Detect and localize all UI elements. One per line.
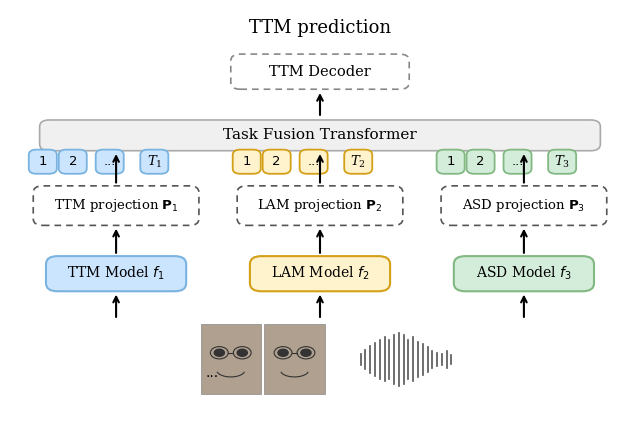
FancyBboxPatch shape (40, 120, 600, 151)
Text: LAM Model $\mathit{f}_2$: LAM Model $\mathit{f}_2$ (271, 265, 369, 282)
FancyBboxPatch shape (59, 150, 87, 174)
Text: LAM projection $\mathbf{P}_2$: LAM projection $\mathbf{P}_2$ (257, 197, 383, 214)
FancyBboxPatch shape (237, 186, 403, 225)
Text: Task Fusion Transformer: Task Fusion Transformer (223, 128, 417, 142)
Text: TTM Model $\mathit{f}_1$: TTM Model $\mathit{f}_1$ (67, 265, 165, 282)
Circle shape (301, 349, 311, 356)
Text: $T_2$: $T_2$ (350, 154, 366, 170)
FancyBboxPatch shape (46, 256, 186, 291)
FancyBboxPatch shape (548, 150, 576, 174)
FancyBboxPatch shape (233, 150, 260, 174)
Text: TTM projection $\mathbf{P}_1$: TTM projection $\mathbf{P}_1$ (54, 197, 179, 214)
Text: ASD Model $\mathit{f}_3$: ASD Model $\mathit{f}_3$ (476, 265, 572, 282)
FancyBboxPatch shape (504, 150, 532, 174)
Text: 2: 2 (273, 155, 281, 168)
FancyBboxPatch shape (436, 150, 465, 174)
Text: 1: 1 (38, 155, 47, 168)
Text: TTM prediction: TTM prediction (249, 19, 391, 37)
Text: 2: 2 (476, 155, 485, 168)
FancyBboxPatch shape (231, 54, 409, 89)
FancyBboxPatch shape (250, 256, 390, 291)
FancyBboxPatch shape (140, 150, 168, 174)
FancyBboxPatch shape (300, 150, 328, 174)
Text: 1: 1 (446, 155, 455, 168)
FancyBboxPatch shape (33, 186, 199, 225)
Text: $T_3$: $T_3$ (554, 154, 570, 170)
FancyBboxPatch shape (29, 150, 57, 174)
Circle shape (278, 349, 288, 356)
Circle shape (237, 349, 247, 356)
Text: ...: ... (104, 155, 116, 168)
FancyBboxPatch shape (344, 150, 372, 174)
FancyBboxPatch shape (454, 256, 594, 291)
Text: TTM Decoder: TTM Decoder (269, 65, 371, 79)
Text: 2: 2 (68, 155, 77, 168)
Text: 1: 1 (243, 155, 251, 168)
FancyBboxPatch shape (441, 186, 607, 225)
FancyBboxPatch shape (200, 324, 261, 395)
FancyBboxPatch shape (467, 150, 495, 174)
Text: ...: ... (307, 155, 320, 168)
Text: ASD projection $\mathbf{P}_3$: ASD projection $\mathbf{P}_3$ (463, 197, 586, 214)
FancyBboxPatch shape (264, 324, 324, 395)
FancyBboxPatch shape (262, 150, 291, 174)
Text: $T_1$: $T_1$ (147, 154, 162, 170)
FancyBboxPatch shape (96, 150, 124, 174)
Text: ...: ... (205, 366, 218, 380)
Circle shape (214, 349, 225, 356)
Text: ...: ... (511, 155, 524, 168)
